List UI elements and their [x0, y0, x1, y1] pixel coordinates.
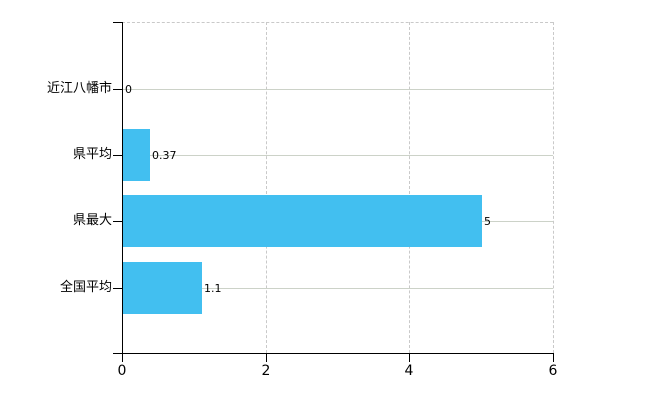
x-axis-tick — [409, 354, 410, 362]
value-label: 0 — [125, 83, 132, 96]
x-tick-label: 6 — [548, 363, 558, 379]
plot-top-border — [122, 22, 553, 23]
category-tick — [113, 288, 122, 289]
category-tick — [113, 89, 122, 90]
x-gridline — [266, 22, 267, 353]
y-axis-end-tick — [113, 22, 122, 23]
y-axis-line — [122, 22, 123, 354]
category-tick — [113, 221, 122, 222]
bar — [123, 262, 202, 314]
category-tick — [113, 155, 122, 156]
x-axis-line — [113, 353, 554, 354]
category-gridline — [122, 288, 553, 289]
category-label: 近江八幡市 — [46, 81, 112, 96]
x-tick-label: 0 — [117, 363, 127, 379]
category-label: 全国平均 — [59, 280, 112, 295]
x-axis-tick — [266, 354, 267, 362]
x-gridline — [553, 22, 554, 353]
category-gridline — [122, 89, 553, 90]
category-gridline — [122, 155, 553, 156]
x-tick-label: 2 — [261, 363, 271, 379]
category-label: 県平均 — [72, 147, 112, 162]
x-gridline — [409, 22, 410, 353]
x-tick-label: 4 — [404, 363, 414, 379]
category-label: 県最大 — [72, 213, 112, 228]
value-label: 0.37 — [152, 149, 177, 162]
x-axis-tick — [122, 354, 123, 362]
value-label: 5 — [484, 215, 491, 228]
bar — [123, 129, 150, 181]
value-label: 1.1 — [204, 282, 222, 295]
x-axis-tick — [553, 354, 554, 362]
bar — [123, 195, 482, 247]
